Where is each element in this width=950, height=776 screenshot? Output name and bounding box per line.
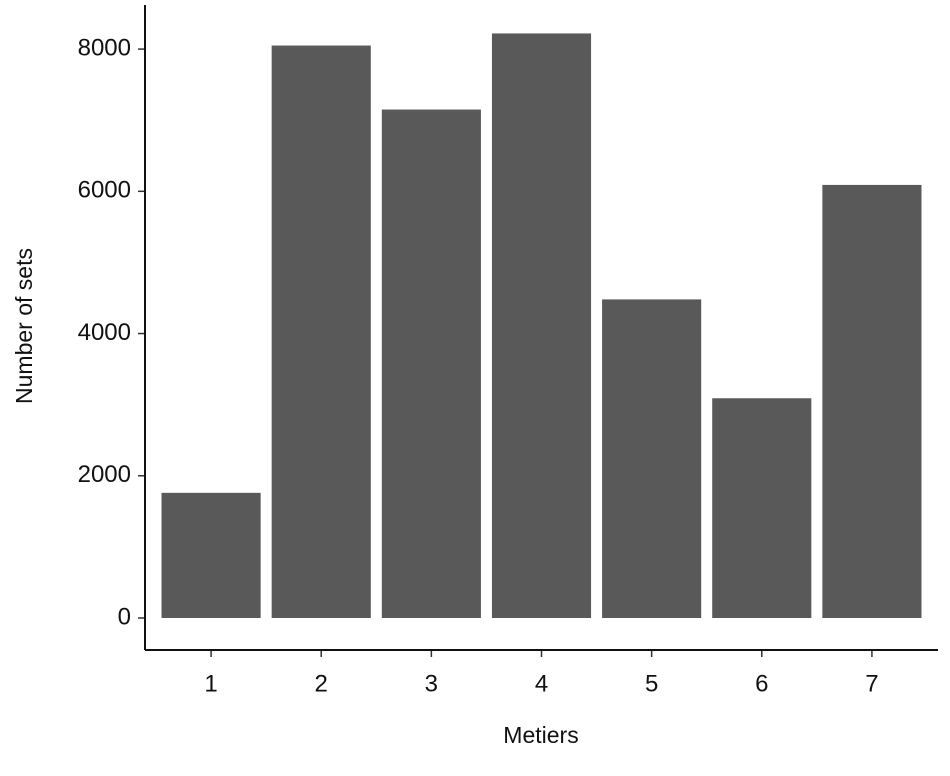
x-tick-label: 6 bbox=[755, 670, 768, 697]
y-tick-label: 2000 bbox=[78, 461, 131, 488]
bar bbox=[271, 45, 371, 618]
x-tick-label: 7 bbox=[865, 670, 878, 697]
y-tick-label: 0 bbox=[118, 603, 131, 630]
bar bbox=[161, 492, 261, 618]
x-tick-label: 5 bbox=[645, 670, 658, 697]
x-tick-label: 4 bbox=[535, 670, 548, 697]
y-tick-label: 8000 bbox=[78, 34, 131, 61]
x-tick-label: 2 bbox=[315, 670, 328, 697]
bar bbox=[822, 184, 922, 618]
bar bbox=[381, 109, 481, 618]
x-tick-label: 1 bbox=[204, 670, 217, 697]
x-axis-title: Metiers bbox=[503, 722, 578, 748]
y-tick-label: 4000 bbox=[78, 319, 131, 346]
y-axis-title: Number of sets bbox=[11, 248, 37, 404]
bar bbox=[491, 33, 592, 618]
bar bbox=[712, 398, 812, 618]
y-tick-label: 6000 bbox=[78, 177, 131, 204]
bar bbox=[602, 299, 702, 618]
x-tick-label: 3 bbox=[425, 670, 438, 697]
